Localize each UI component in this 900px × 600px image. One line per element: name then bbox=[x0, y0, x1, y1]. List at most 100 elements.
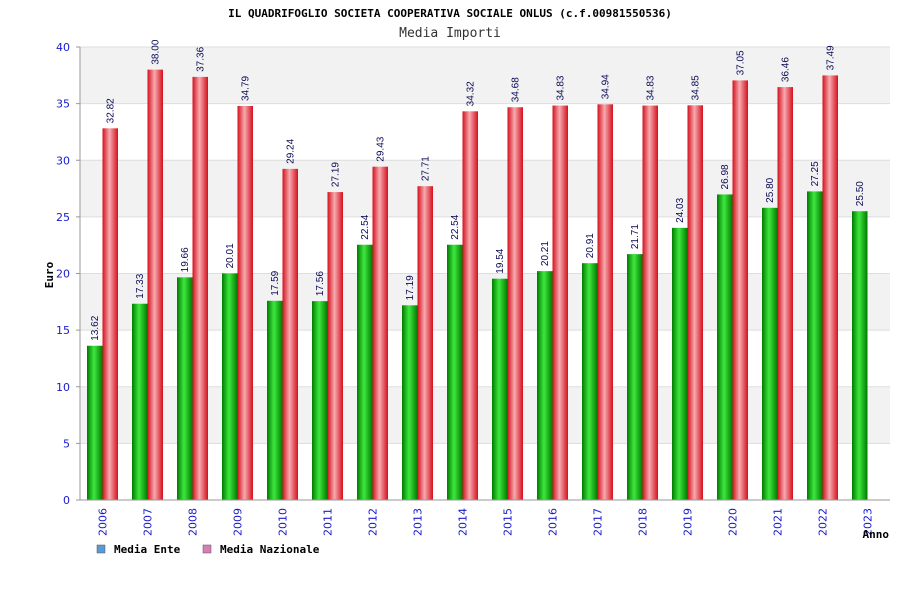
data-label-media-nazionale: 34.94 bbox=[601, 74, 612, 99]
bars bbox=[87, 69, 868, 501]
grid-band bbox=[80, 330, 890, 387]
bar-media-nazionale bbox=[777, 87, 793, 500]
x-tick-label: 2019 bbox=[682, 508, 695, 536]
x-tick-label: 2008 bbox=[187, 508, 200, 536]
data-label-media-nazionale: 27.19 bbox=[331, 162, 342, 187]
data-label-media-ente: 22.54 bbox=[360, 214, 371, 239]
bar-media-nazionale bbox=[822, 75, 838, 500]
bar-media-nazionale bbox=[687, 105, 703, 500]
x-tick-label: 2011 bbox=[322, 508, 335, 536]
legend-label-media-nazionale: Media Nazionale bbox=[220, 543, 320, 556]
grid-bands bbox=[80, 47, 890, 500]
data-label-media-nazionale: 32.82 bbox=[106, 98, 117, 123]
bar-media-nazionale bbox=[327, 192, 343, 501]
bar-media-ente bbox=[132, 303, 148, 500]
data-label-media-ente: 20.01 bbox=[225, 243, 236, 268]
bar-media-ente bbox=[177, 277, 193, 500]
grid-band bbox=[80, 160, 890, 217]
data-label-media-ente: 27.25 bbox=[810, 161, 821, 186]
chart-title: IL QUADRIFOGLIO SOCIETA COOPERATIVA SOCI… bbox=[228, 7, 672, 20]
x-axis-ticks: 2006 2007 2008 2009 2010 2011 2012 2013 2014 2015… bbox=[97, 508, 875, 536]
x-tick-label: 2014 bbox=[457, 508, 470, 536]
data-label-media-ente: 21.71 bbox=[630, 224, 641, 249]
bar-media-ente bbox=[537, 271, 553, 500]
data-label-media-ente: 17.56 bbox=[315, 271, 326, 296]
bar-media-ente bbox=[582, 263, 598, 500]
grid-band bbox=[80, 386, 890, 444]
x-tick-label: 2016 bbox=[547, 508, 560, 536]
data-label-media-nazionale: 29.24 bbox=[286, 138, 297, 163]
y-tick-label: 0 bbox=[63, 494, 70, 507]
data-label-media-ente: 25.50 bbox=[855, 181, 866, 206]
bar-media-nazionale bbox=[507, 107, 523, 501]
data-label-media-nazionale: 34.85 bbox=[691, 75, 702, 100]
bar-media-nazionale bbox=[237, 106, 253, 501]
data-label-media-nazionale: 34.83 bbox=[646, 75, 657, 100]
bar-media-ente bbox=[807, 191, 823, 501]
data-label-media-ente: 26.98 bbox=[720, 164, 731, 189]
x-tick-label: 2007 bbox=[142, 508, 155, 536]
bar-media-nazionale bbox=[192, 76, 208, 500]
x-tick-label: 2017 bbox=[592, 508, 605, 536]
data-label-media-nazionale: 38.00 bbox=[151, 39, 162, 64]
data-label-media-ente: 17.59 bbox=[270, 270, 281, 295]
grid-band bbox=[80, 216, 890, 274]
bar-media-ente bbox=[852, 211, 868, 500]
bar-media-nazionale bbox=[147, 69, 163, 501]
data-label-media-nazionale: 34.79 bbox=[241, 76, 252, 101]
grid-band bbox=[80, 103, 890, 161]
bar-media-ente bbox=[267, 300, 283, 500]
x-tick-label: 2018 bbox=[637, 508, 650, 536]
data-label-media-ente: 25.80 bbox=[765, 177, 776, 202]
data-label-media-nazionale: 37.05 bbox=[736, 50, 747, 75]
x-tick-label: 2013 bbox=[412, 508, 425, 536]
bar-media-nazionale bbox=[462, 111, 478, 501]
grid-band bbox=[80, 273, 890, 331]
data-label-media-ente: 20.91 bbox=[585, 233, 596, 258]
bar-media-ente bbox=[222, 273, 238, 500]
data-label-media-ente: 17.19 bbox=[405, 275, 416, 300]
bar-media-ente bbox=[402, 305, 418, 500]
data-label-media-ente: 13.62 bbox=[90, 315, 101, 340]
y-tick-label: 30 bbox=[56, 154, 70, 167]
bar-media-nazionale bbox=[417, 186, 433, 500]
legend-swatch-media-ente bbox=[96, 544, 106, 554]
bar-media-ente bbox=[87, 345, 103, 500]
data-label-media-nazionale: 27.71 bbox=[421, 156, 432, 181]
y-tick-label: 15 bbox=[56, 324, 70, 337]
data-label-media-nazionale: 34.83 bbox=[556, 75, 567, 100]
x-tick-label: 2012 bbox=[367, 508, 380, 536]
bar-media-nazionale bbox=[102, 128, 118, 500]
data-labels: 13.62 32.82 17.33 38.00 19.66 37.36 20.01 34.79… bbox=[90, 39, 866, 341]
data-label-media-nazionale: 34.68 bbox=[511, 77, 522, 102]
bar-media-ente bbox=[447, 244, 463, 500]
data-label-media-nazionale: 37.36 bbox=[196, 46, 207, 71]
legend-label-media-ente: Media Ente bbox=[114, 543, 181, 556]
y-tick-label: 40 bbox=[56, 41, 70, 54]
y-tick-label: 35 bbox=[56, 98, 70, 111]
grid-band bbox=[80, 47, 890, 104]
bar-media-nazionale bbox=[282, 168, 298, 500]
data-label-media-nazionale: 37.49 bbox=[826, 45, 837, 70]
x-tick-label: 2023 bbox=[862, 508, 875, 536]
data-label-media-ente: 19.54 bbox=[495, 248, 506, 273]
x-tick-label: 2015 bbox=[502, 508, 515, 536]
y-tick-label: 10 bbox=[56, 381, 70, 394]
x-tick-label: 2006 bbox=[97, 508, 110, 536]
bar-media-nazionale bbox=[732, 80, 748, 500]
data-label-media-ente: 20.21 bbox=[540, 241, 551, 266]
y-axis-ticks: 0 5 10 15 20 25 30 35 40 bbox=[56, 41, 80, 507]
data-label-media-ente: 17.33 bbox=[135, 273, 146, 298]
bar-media-nazionale bbox=[642, 105, 658, 501]
data-label-media-ente: 24.03 bbox=[675, 197, 686, 222]
bar-media-nazionale bbox=[597, 104, 613, 500]
bar-media-ente bbox=[357, 244, 373, 500]
grid-band bbox=[80, 443, 890, 500]
y-tick-label: 25 bbox=[56, 211, 70, 224]
x-axis-label: Anno bbox=[863, 528, 890, 541]
bar-media-ente bbox=[492, 278, 508, 500]
x-tick-label: 2021 bbox=[772, 508, 785, 536]
x-tick-label: 2009 bbox=[232, 508, 245, 536]
bar-media-ente bbox=[672, 227, 688, 501]
